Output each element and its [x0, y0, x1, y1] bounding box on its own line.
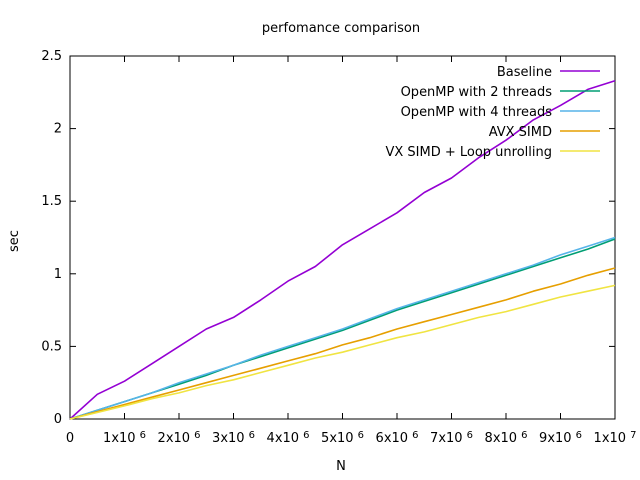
series-line-4 — [69, 284, 616, 420]
y-tick-label-0: 0 — [54, 412, 62, 427]
x-axis-label: N — [336, 459, 346, 474]
legend-label-4: VX SIMD + Loop unrolling — [385, 145, 552, 160]
plot-area: 0 0.5 1 1.5 2 2.5 0 1x10 6 2x10 6 3x10 6 4x10 6 5x10 6 6x… — [41, 49, 636, 446]
x-tick-label-9: 9x10 6 — [539, 430, 582, 446]
legend-label-2: OpenMP with 4 threads — [401, 105, 553, 120]
y-axis-label: sec — [7, 230, 22, 252]
series-line-0 — [69, 79, 616, 420]
x-tick-label-10: 1x10 7 — [594, 430, 637, 446]
y-tick-label-1: 0.5 — [41, 339, 62, 354]
x-tick-label-5: 5x10 6 — [321, 430, 364, 446]
y-tick-label-2: 1 — [54, 267, 62, 282]
series-line-2 — [69, 236, 616, 420]
y-tick-label-3: 1.5 — [41, 194, 62, 209]
legend: Baseline OpenMP with 2 threads OpenMP with… — [385, 65, 600, 160]
series-layer — [69, 79, 616, 420]
series-line-3 — [69, 267, 616, 420]
y-tick-label-4: 2 — [54, 122, 62, 137]
x-tick-label-3: 3x10 6 — [212, 430, 255, 446]
x-tick-label-0: 0 — [66, 431, 74, 446]
x-tick-label-8: 8x10 6 — [485, 430, 528, 446]
legend-label-3: AVX SIMD — [489, 125, 552, 140]
x-tick-label-7: 7x10 6 — [430, 430, 473, 446]
y-tick-label-5: 2.5 — [41, 49, 62, 64]
x-tick-label-4: 4x10 6 — [267, 430, 310, 446]
chart-title: perfomance comparison — [262, 21, 420, 36]
x-tick-label-6: 6x10 6 — [376, 430, 419, 446]
legend-label-1: OpenMP with 2 threads — [401, 85, 553, 100]
x-tick-label-2: 2x10 6 — [158, 430, 201, 446]
x-tick-label-1: 1x10 6 — [103, 430, 146, 446]
legend-label-0: Baseline — [497, 65, 552, 80]
